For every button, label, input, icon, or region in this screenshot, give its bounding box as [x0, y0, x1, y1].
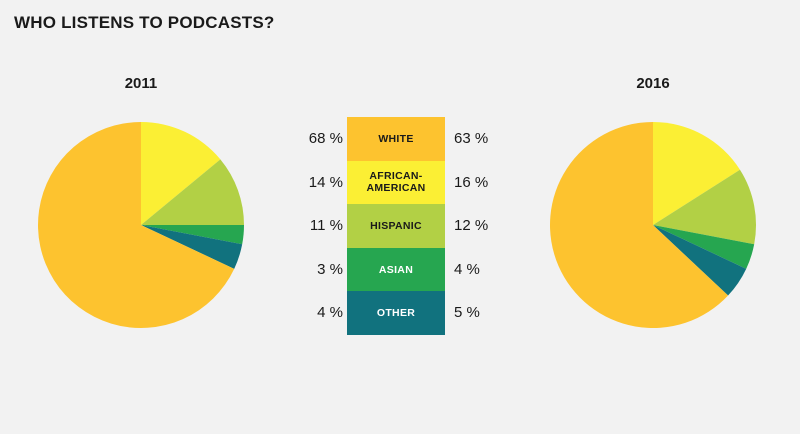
legend-item-hispanic: HISPANIC [347, 204, 445, 248]
pie-slice-2011-african-american [141, 122, 221, 225]
legend-label-hispanic: HISPANIC [370, 219, 422, 232]
year-label-2011: 2011 [124, 75, 158, 92]
percent-2011-other: 4 % [317, 304, 343, 322]
pie-slice-2016-hispanic [653, 169, 757, 245]
legend-item-african-american: AFRICAN-AMERICAN [347, 160, 445, 205]
pie-slice-2016-other [653, 225, 747, 296]
category-legend: WHITE AFRICAN-AMERICAN HISPANIC ASIAN OT… [347, 117, 445, 335]
legend-label-white: WHITE [378, 132, 414, 145]
percent-2011-white: 68 % [308, 130, 343, 147]
legend-label-asian: ASIAN [378, 263, 414, 276]
pie-slice-2016-african-american [653, 122, 740, 225]
percent-2016-hispanic: 12 % [454, 217, 489, 235]
legend-item-other: OTHER [347, 291, 445, 335]
pie-chart-2011 [38, 122, 244, 328]
pie-slice-2011-white [38, 122, 235, 328]
pie-slice-2011-hispanic [141, 159, 244, 225]
percent-2016-african-american: 16 % [454, 173, 489, 191]
pie-slice-2016-white [549, 122, 729, 328]
year-label-2016: 2016 [636, 75, 670, 92]
percent-2016-asian: 4 % [454, 260, 480, 278]
legend-item-white: WHITE [347, 117, 445, 161]
percent-2011-asian: 3 % [317, 260, 343, 278]
percent-2011-hispanic: 11 % [309, 217, 343, 235]
percent-2011-african-american: 14 % [308, 173, 343, 191]
legend-label-african-american: AFRICAN-AMERICAN [366, 170, 426, 195]
percent-2016-other: 5 % [454, 304, 480, 322]
pie-slice-2011-asian [141, 225, 244, 245]
chart-title: WHO LISTENS TO PODCASTS? [14, 13, 275, 32]
percent-column-2016: 63 % 16 % 12 % 4 % 5 % [454, 117, 514, 335]
pie-slice-2011-other [141, 225, 243, 269]
percent-column-2011: 68 % 14 % 11 % 3 % 4 % [283, 117, 343, 335]
pie-slice-2016-asian [653, 225, 755, 269]
legend-label-other: OTHER [376, 307, 416, 320]
pie-chart-2016 [549, 122, 757, 328]
percent-2016-white: 63 % [454, 130, 489, 147]
legend-item-asian: ASIAN [347, 247, 445, 292]
